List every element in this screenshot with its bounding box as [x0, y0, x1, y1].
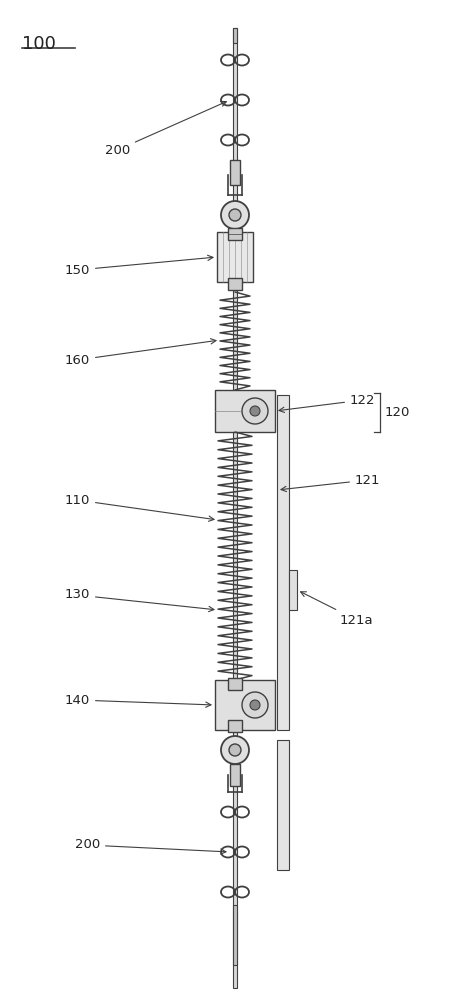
Circle shape — [242, 398, 268, 424]
Text: 121: 121 — [281, 474, 380, 492]
Text: 200: 200 — [75, 838, 226, 854]
Bar — [228, 720, 242, 732]
Bar — [230, 764, 240, 786]
Circle shape — [221, 736, 249, 764]
Bar — [277, 740, 289, 870]
Circle shape — [242, 692, 268, 718]
Text: 110: 110 — [65, 493, 214, 521]
Bar — [228, 278, 242, 290]
Bar — [228, 228, 242, 240]
Bar — [289, 570, 297, 610]
Circle shape — [229, 209, 241, 221]
Text: 140: 140 — [65, 694, 211, 707]
Bar — [215, 680, 275, 730]
Bar — [277, 395, 289, 730]
Circle shape — [221, 201, 249, 229]
Text: 120: 120 — [385, 406, 410, 419]
Bar — [233, 28, 237, 43]
Circle shape — [229, 744, 241, 756]
Circle shape — [250, 700, 260, 710]
Text: 150: 150 — [65, 255, 213, 276]
Bar — [217, 232, 253, 282]
Bar — [233, 905, 237, 965]
Text: 160: 160 — [65, 339, 216, 366]
Text: 122: 122 — [279, 393, 375, 412]
Text: 100: 100 — [22, 35, 56, 53]
Bar — [228, 678, 242, 690]
Circle shape — [250, 406, 260, 416]
Text: 130: 130 — [65, 588, 214, 612]
Text: 200: 200 — [105, 101, 226, 156]
Bar — [233, 28, 237, 988]
Text: 121a: 121a — [300, 592, 374, 626]
Bar — [215, 390, 275, 432]
Bar — [230, 160, 240, 185]
